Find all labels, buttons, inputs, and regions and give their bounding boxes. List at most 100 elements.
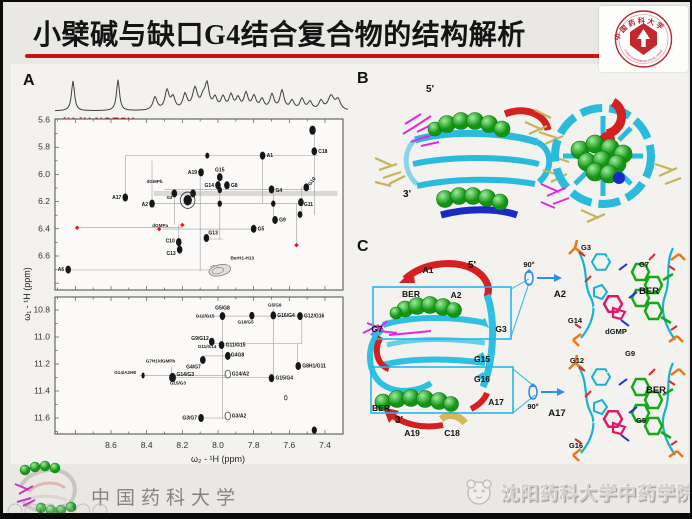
university-name: 中国药科大学 [91, 488, 242, 509]
panel-b-letter: B [357, 70, 369, 87]
svg-text:G8: G8 [231, 183, 238, 189]
svg-text:G5/G8: G5/G8 [215, 306, 230, 312]
svg-text:8.0: 8.0 [212, 440, 224, 450]
g4-complex-side-view [362, 260, 536, 430]
svg-text:G14/A2: G14/A2 [232, 372, 249, 378]
structure-label: 5' [426, 84, 434, 95]
svg-text:G10: G10 [307, 176, 317, 187]
svg-text:G11: G11 [304, 202, 313, 208]
svg-text:ω₁ - ¹H (ppm): ω₁ - ¹H (ppm) [22, 267, 32, 321]
structure-label: 3' [395, 415, 403, 426]
player-controls[interactable] [5, 502, 125, 513]
svg-text:11.2: 11.2 [34, 359, 50, 369]
structure-label: G16 [474, 374, 490, 384]
molecule-thumbnail [14, 460, 77, 513]
svg-text:7.6: 7.6 [283, 440, 295, 450]
structure-label: dGMP [605, 327, 627, 336]
svg-text:G16/G4: G16/G4 [277, 313, 295, 319]
panel-c-letter: C [357, 238, 369, 255]
svg-text:G9/G12: G9/G12 [191, 336, 209, 342]
ber-spheres-top [427, 112, 511, 138]
svg-text:G5/G9: G5/G9 [268, 303, 282, 308]
structure-label: A2 [554, 289, 566, 300]
svg-text:11.4: 11.4 [34, 386, 50, 396]
structure-label: A17 [488, 397, 504, 407]
svg-text:C13: C13 [166, 251, 175, 257]
watermark-logo-icon [466, 479, 492, 505]
svg-text:A19: A19 [188, 170, 197, 176]
binding-site-detail-top [567, 238, 687, 348]
svg-text:A17: A17 [112, 195, 121, 201]
g4-side-view [374, 107, 570, 219]
1d-nmr-trace [55, 79, 349, 112]
svg-text:G14/A2H8: G14/A2H8 [114, 370, 136, 375]
svg-text:G3: G3 [167, 195, 173, 200]
structure-label: A17 [548, 408, 565, 419]
structure-label: BER [646, 385, 666, 396]
structure-label: A1 [423, 265, 434, 275]
structure-label: 90° [527, 402, 538, 411]
structure-label: G7 [639, 260, 649, 269]
svg-text:C10: C10 [166, 239, 175, 245]
binding-site-detail-bottom [567, 353, 687, 463]
structure-label: G7 [371, 324, 383, 334]
berberine-sticks-2 [540, 183, 570, 209]
structure-label: G16 [569, 441, 583, 450]
ber-spheres-site2 [374, 389, 459, 412]
ber-spheres-site1 [389, 296, 462, 320]
svg-text:6.6: 6.6 [38, 251, 50, 261]
svg-text:G11/G14: G11/G14 [198, 344, 217, 349]
rotate-90-icon [528, 383, 565, 400]
g4-top-view [524, 98, 682, 224]
svg-text:G11/G15: G11/G15 [226, 343, 246, 349]
svg-text:A1: A1 [267, 153, 274, 159]
page-title: 小檗碱与缺口G4结合复合物的结构解析 [33, 20, 526, 51]
structure-label: 5' [468, 260, 476, 271]
structure-label: G9 [625, 349, 635, 358]
svg-text:dGMPb: dGMPb [147, 179, 163, 184]
svg-text:BerH1-H13: BerH1-H13 [230, 255, 254, 260]
svg-text:G12/G15: G12/G15 [196, 313, 215, 318]
svg-text:6.0: 6.0 [38, 169, 50, 179]
ber-site-box-bottom [370, 366, 514, 414]
structure-label: 3' [403, 189, 411, 200]
structure-label: G3 [495, 324, 507, 334]
berberine-sticks-c [362, 320, 432, 336]
svg-text:G12/G16: G12/G16 [304, 314, 325, 320]
svg-text:G3/G7: G3/G7 [182, 416, 197, 422]
structure-label: A2 [451, 290, 462, 300]
svg-text:G16/G5: G16/G5 [238, 320, 255, 325]
svg-text:11.0: 11.0 [34, 332, 50, 342]
svg-text:6.2: 6.2 [38, 196, 50, 206]
svg-text:10.8: 10.8 [33, 305, 50, 315]
svg-text:6.4: 6.4 [38, 223, 50, 233]
svg-text:8.2: 8.2 [176, 440, 188, 450]
title-underline [25, 54, 615, 58]
noesy-2d-spectrum: 8.6 8.4 8.2 8.0 7.8 7.6 7.4 5.6 5.8 6.0 6.2 6.4 6.6 1… [22, 115, 344, 464]
svg-text:G5: G5 [258, 226, 265, 232]
svg-text:G4G8: G4G8 [231, 352, 245, 358]
svg-text:G15/G3: G15/G3 [170, 380, 187, 385]
svg-text:5.8: 5.8 [38, 142, 50, 152]
svg-text:11.6: 11.6 [34, 413, 50, 423]
svg-text:G9: G9 [279, 217, 286, 223]
svg-text:7.8: 7.8 [248, 440, 260, 450]
svg-text:A2: A2 [142, 202, 149, 208]
cpu-logo: 中国药科大学 CHINA PHARMACEUTICAL UNIVERSITY [599, 6, 688, 72]
svg-text:G15/G4: G15/G4 [275, 376, 293, 382]
complex-structure-panel: A1 5' BER A2 G7 G3 G15 G16 BER A17 3'A19 C18 90° 90° G… [362, 238, 687, 463]
g4-3d-structures: 5' 3' [374, 84, 682, 224]
svg-text:G3/A2: G3/A2 [232, 413, 247, 419]
watermark: 沈阳药科大学中药学院 [501, 485, 690, 505]
svg-text:8.4: 8.4 [141, 440, 153, 450]
svg-text:A6: A6 [58, 267, 65, 273]
structure-label: BER [639, 286, 659, 297]
svg-text:C18: C18 [318, 149, 327, 155]
loop-sticks-2 [524, 109, 682, 224]
structure-label: BER [372, 403, 390, 413]
ber-site-box-top [372, 286, 512, 340]
svg-text:G13: G13 [208, 231, 218, 237]
svg-text:8.6: 8.6 [105, 440, 117, 450]
ber-spheres-core [570, 134, 633, 184]
